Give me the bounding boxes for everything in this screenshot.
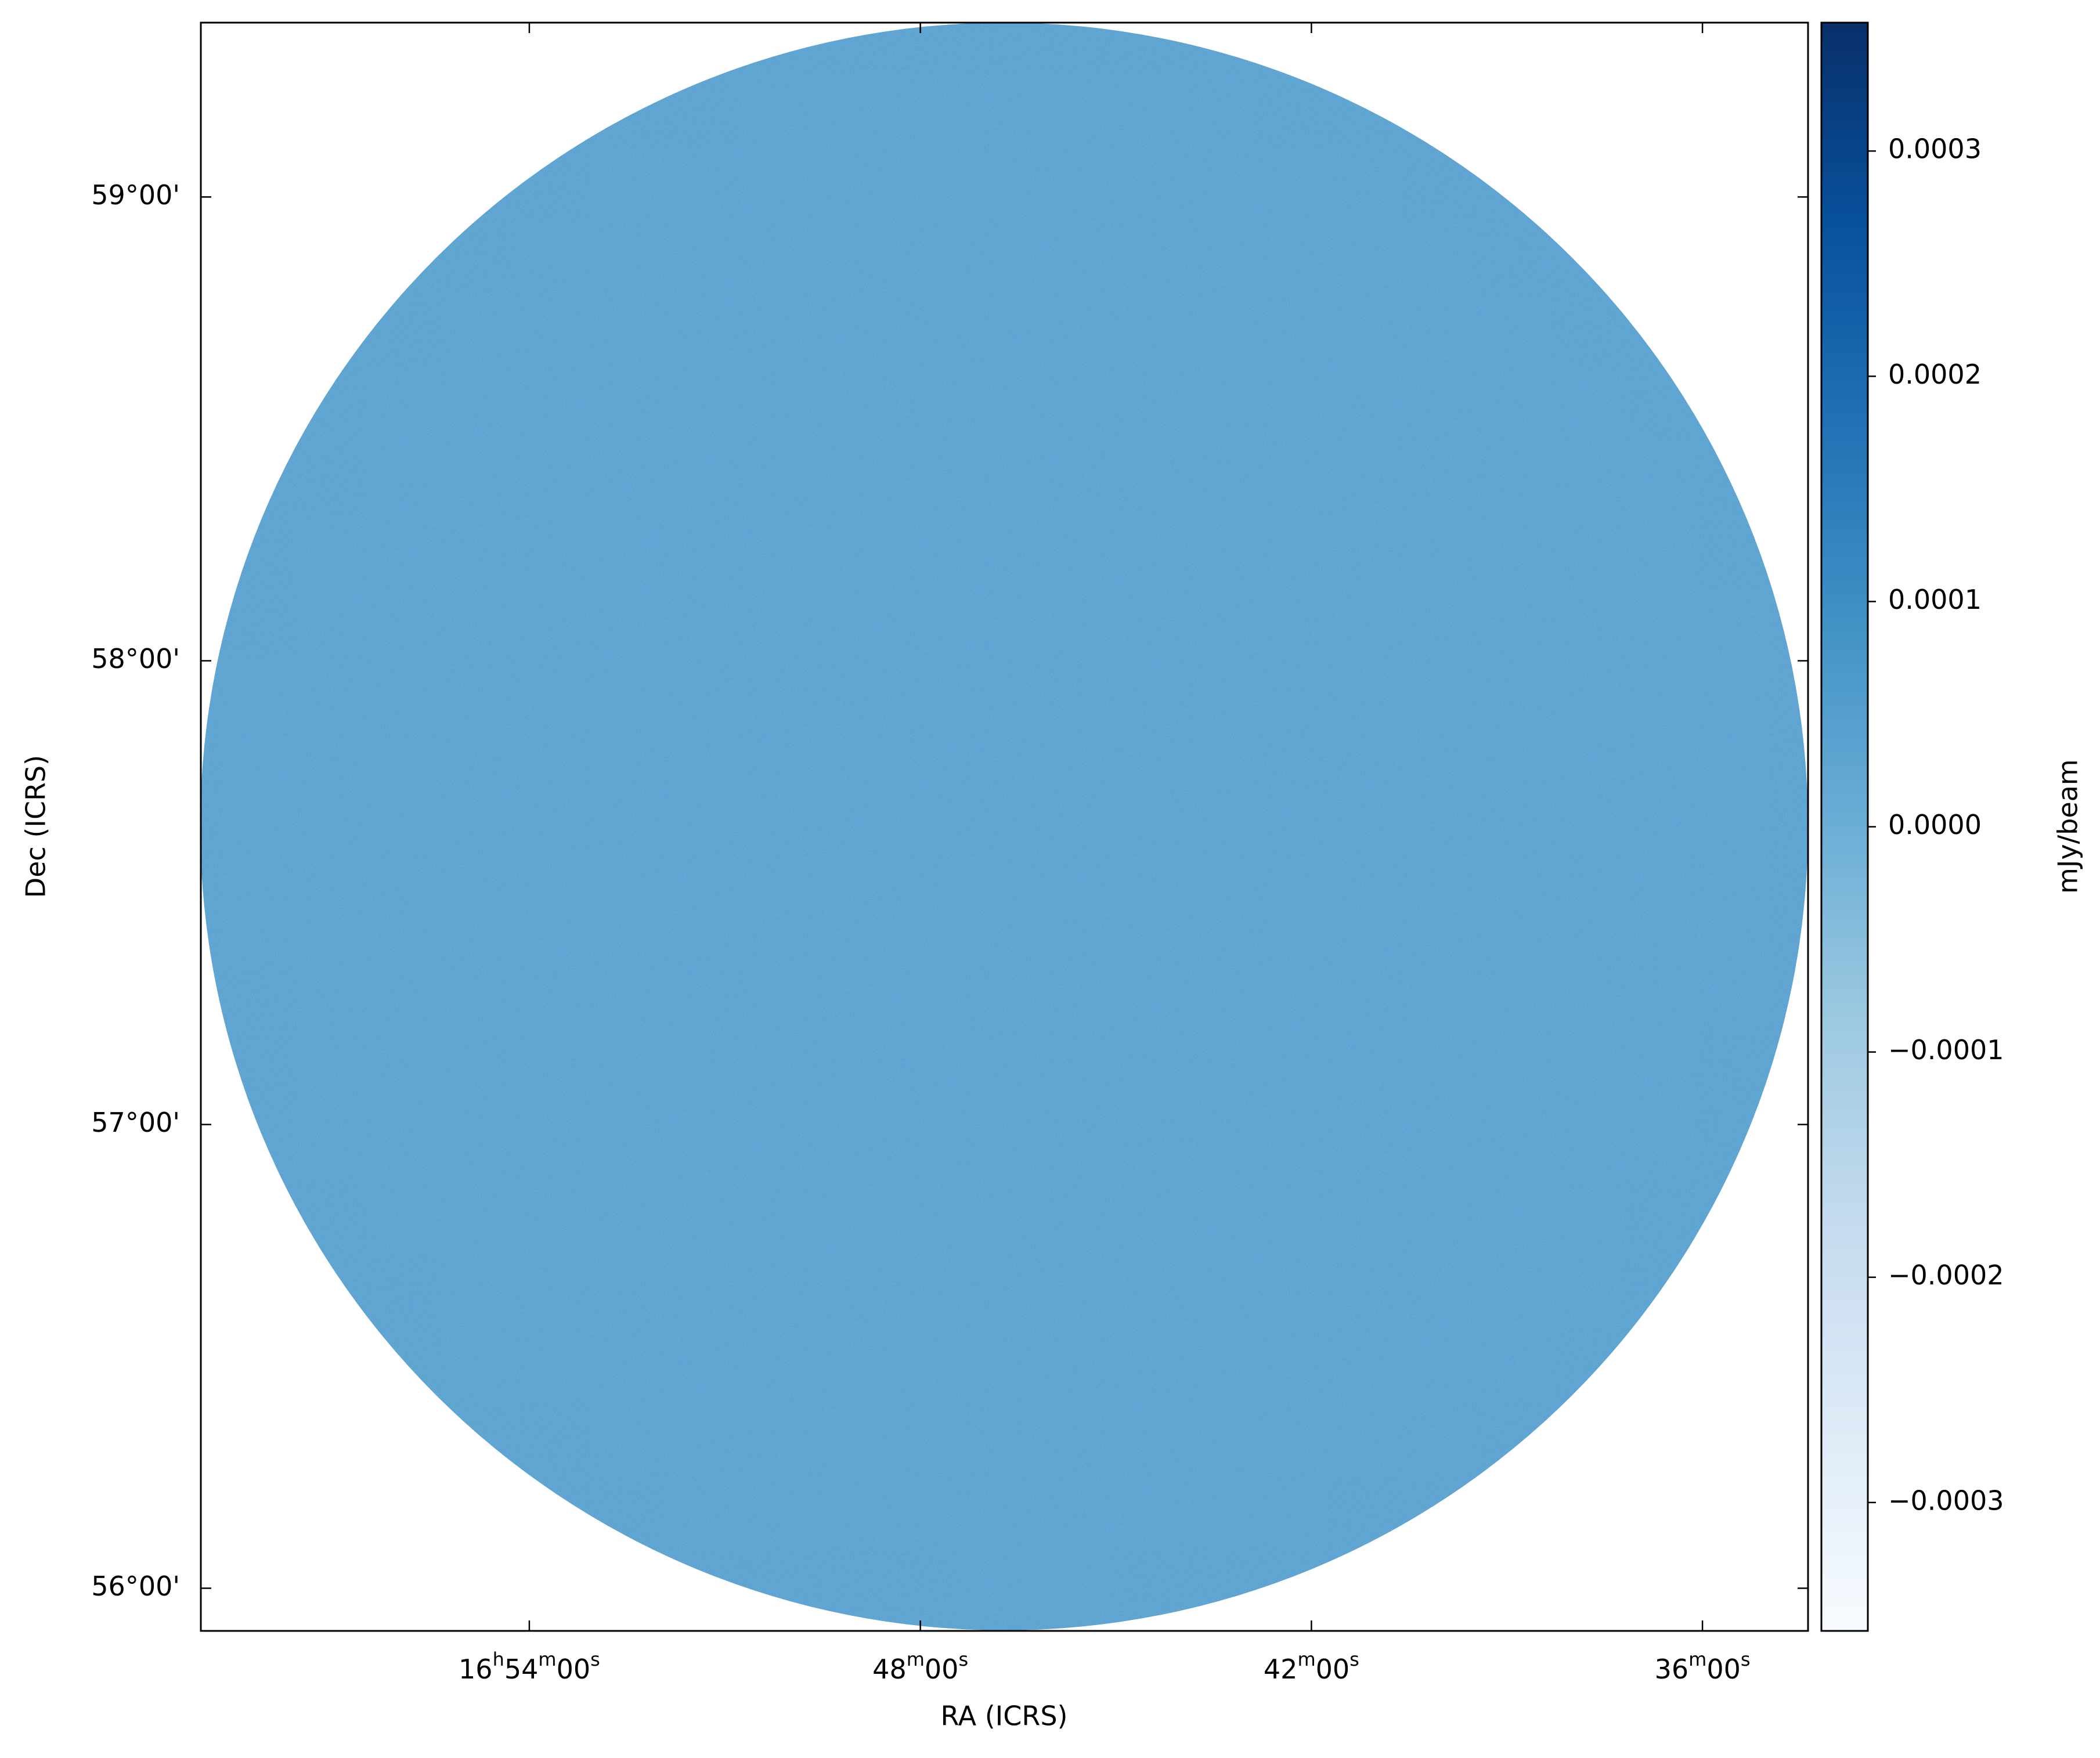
colorbar-tick-label: −0.0001 [1888, 1034, 2004, 1066]
x-axis-label: RA (ICRS) [941, 1701, 1068, 1732]
colorbar-tick-label: 0.0001 [1888, 584, 1982, 615]
colorbar-tick-label: 0.0003 [1888, 133, 1982, 165]
colorbar-tick-label: −0.0002 [1888, 1259, 2004, 1291]
image-noise [200, 23, 1808, 1630]
y-tick-label: 58°00' [91, 643, 180, 674]
x-tick-label: 42m00s [1264, 1648, 1359, 1684]
y-tick-label: 59°00' [91, 179, 180, 211]
y-tick-label: 57°00' [91, 1107, 180, 1138]
x-tick-label: 36m00s [1655, 1648, 1751, 1684]
colorbar-tick-label: 0.0002 [1888, 359, 1982, 390]
y-tick-label: 56°00' [91, 1571, 180, 1602]
colorbar-label: mJy/beam [2052, 759, 2084, 894]
colorbar [1820, 21, 1869, 1632]
sky-image [200, 23, 1808, 1630]
colorbar-tick-label: −0.0003 [1888, 1485, 2004, 1516]
colorbar-tick-label: 0.0000 [1888, 809, 1982, 840]
y-axis-label: Dec (ICRS) [20, 755, 52, 898]
x-tick-label: 16h54m00s [459, 1648, 600, 1684]
plot-frame [200, 21, 1809, 1632]
x-tick-label: 48m00s [872, 1648, 968, 1684]
